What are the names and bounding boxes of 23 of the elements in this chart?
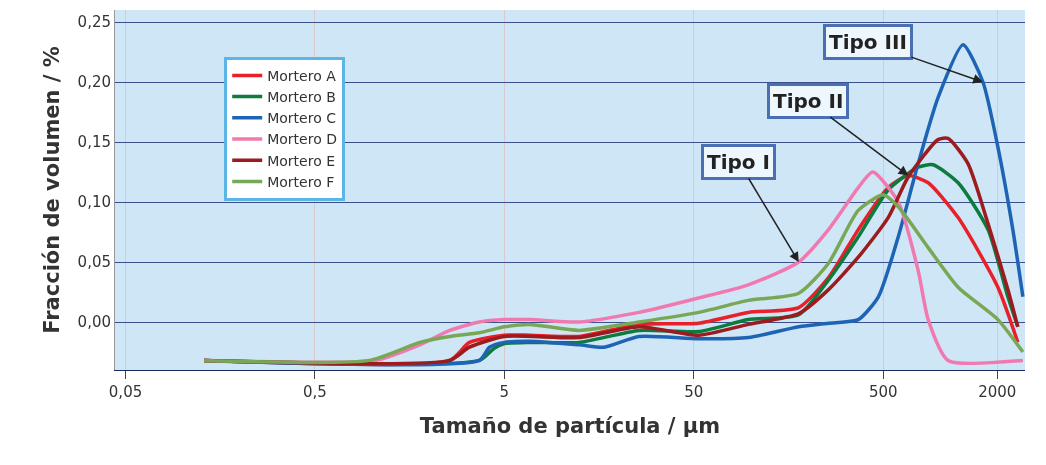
y-tick-label: 0,20 bbox=[77, 73, 111, 92]
x-axis-title: Tamaño de partícula / µm bbox=[419, 414, 721, 439]
x-tick-label: 50 bbox=[684, 383, 704, 401]
y-tick-label: 0,15 bbox=[77, 133, 111, 152]
x-tick-label: 2000 bbox=[978, 383, 1017, 401]
legend-label: Mortero E bbox=[267, 152, 336, 169]
annotation: Tipo I bbox=[707, 150, 770, 174]
annotation: Tipo II bbox=[773, 89, 844, 113]
x-tick-label: 0,05 bbox=[108, 383, 143, 401]
legend-label: Mortero D bbox=[267, 131, 337, 148]
y-tick-label: 0,25 bbox=[77, 13, 111, 32]
legend-label: Mortero A bbox=[267, 67, 337, 84]
legend-label: Mortero C bbox=[267, 110, 337, 127]
x-tick-label: 5 bbox=[499, 383, 510, 401]
x-tick-label: 500 bbox=[868, 383, 898, 401]
legend-label: Mortero B bbox=[267, 89, 336, 106]
y-tick-label: 0,00 bbox=[77, 313, 111, 332]
y-axis-title: Fracción de volumen / % bbox=[39, 46, 64, 334]
annotation: Tipo III bbox=[829, 30, 907, 54]
legend-label: Mortero F bbox=[267, 173, 335, 190]
y-tick-label: 0,05 bbox=[77, 253, 111, 272]
y-tick-label: 0,10 bbox=[77, 193, 111, 212]
x-tick-label: 0,5 bbox=[303, 383, 327, 401]
